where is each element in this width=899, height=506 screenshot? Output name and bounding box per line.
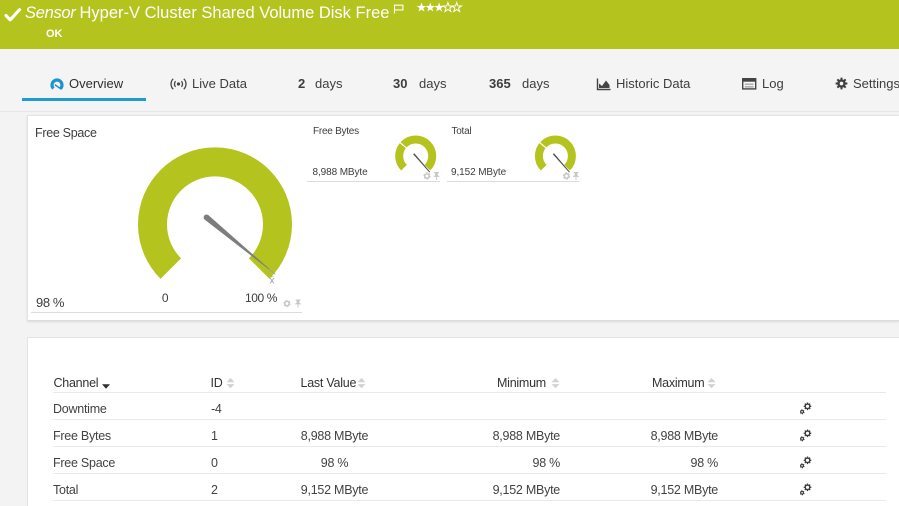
svg-text:x̄: x̄ (270, 276, 275, 287)
